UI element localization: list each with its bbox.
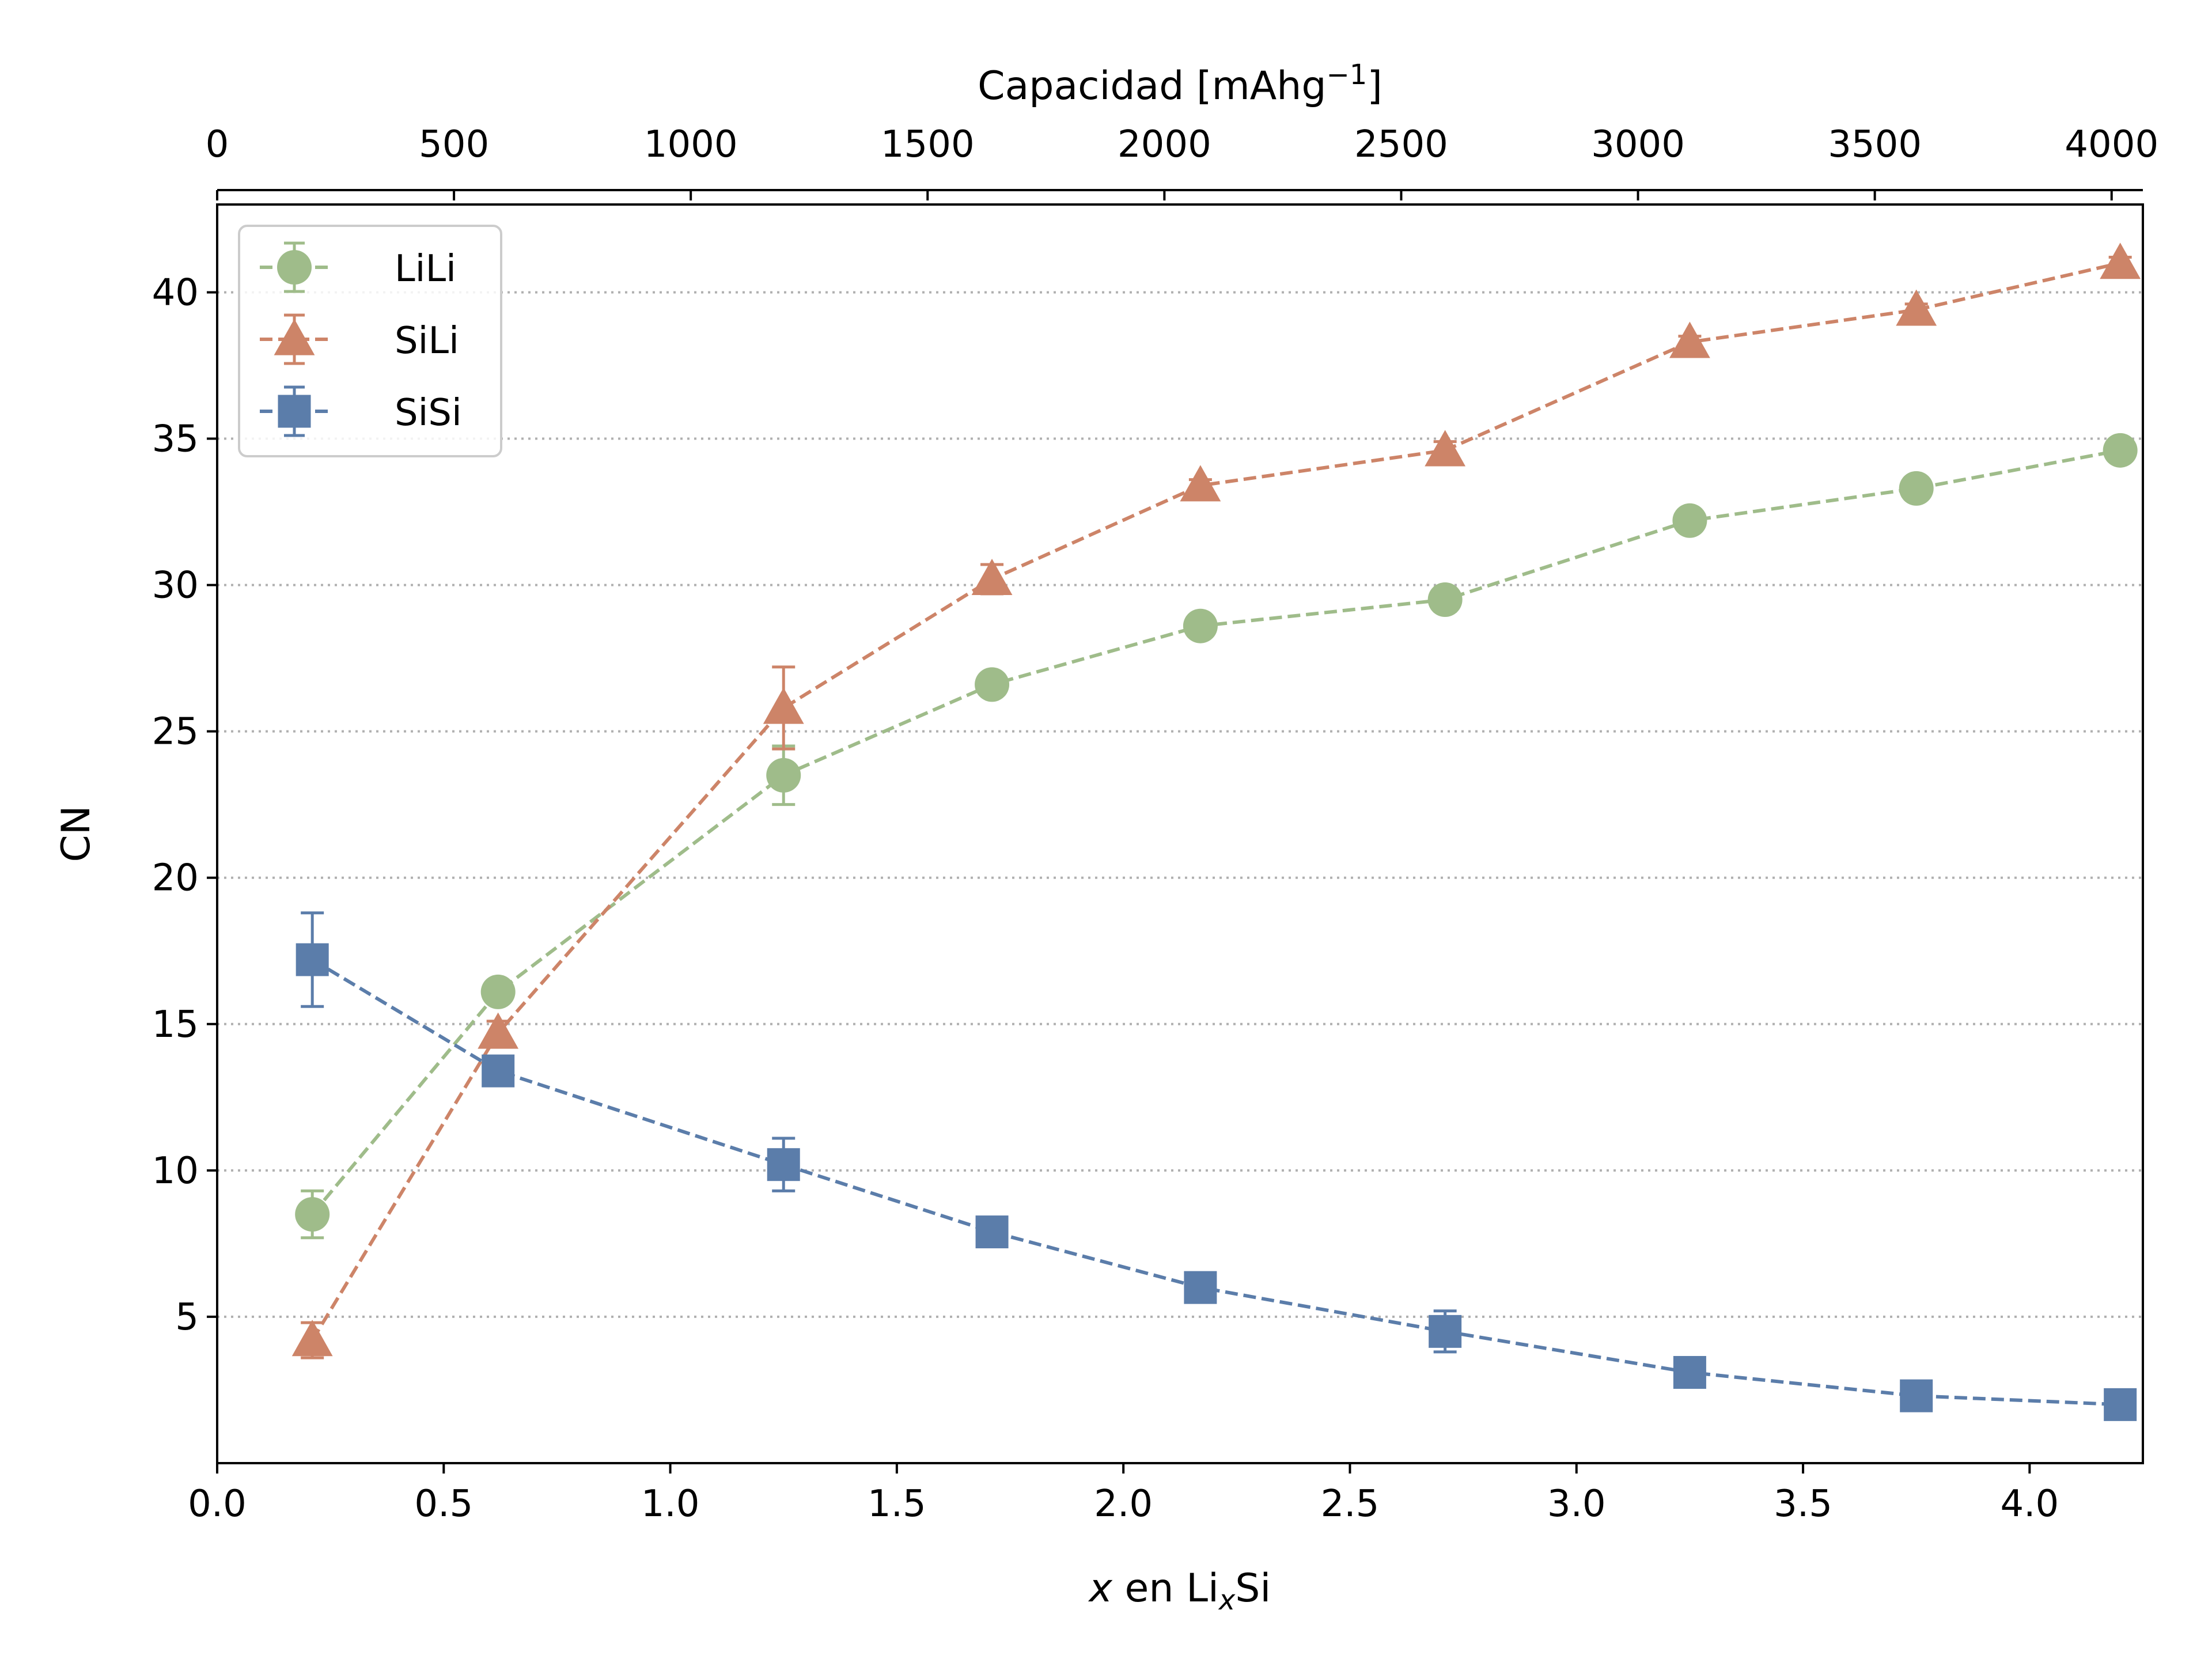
- data-point: [482, 1054, 515, 1088]
- x-axis-label-subscript: x: [1218, 1584, 1236, 1616]
- legend: LiLi SiLi SiSi: [238, 225, 502, 457]
- data-point: [1180, 465, 1221, 502]
- y-tick-label: 15: [152, 1003, 199, 1046]
- data-point: [1899, 471, 1934, 506]
- x-tick-label: 0.5: [414, 1483, 473, 1525]
- legend-label: LiLi: [395, 248, 456, 290]
- data-point: [2103, 433, 2138, 468]
- top-tick-label: 3500: [1828, 123, 1922, 166]
- data-point: [2104, 1388, 2137, 1421]
- legend-label: SiLi: [395, 320, 459, 362]
- top-tick-label: 3000: [1591, 123, 1685, 166]
- data-point: [480, 974, 516, 1009]
- data-point: [1673, 1355, 1706, 1389]
- data-point: [766, 757, 801, 793]
- top-x-axis-label-superscript: −1: [1327, 59, 1368, 91]
- y-tick-label: 40: [152, 271, 199, 314]
- data-point: [1900, 1379, 1933, 1412]
- legend-marker: [278, 395, 311, 428]
- plot-frame: [216, 203, 2144, 1464]
- grid: [217, 291, 2143, 1318]
- data-point: [1184, 1271, 1217, 1304]
- data-point: [2100, 243, 2141, 279]
- y-tick-label: 10: [152, 1150, 199, 1192]
- data-point: [763, 687, 804, 724]
- legend-entry-lili: LiLi: [260, 241, 456, 293]
- data-point: [295, 1197, 330, 1232]
- y-tick-label: 35: [152, 418, 199, 461]
- series-sisi: [296, 911, 2137, 1421]
- data-point: [478, 1012, 519, 1049]
- top-tick-label: 2500: [1354, 123, 1448, 166]
- y-tick-label: 20: [152, 857, 199, 900]
- legend-marker: [274, 319, 315, 355]
- x-axis-label: x en LixSi: [1088, 1566, 1271, 1616]
- x-axis-label-var: x: [1088, 1566, 1113, 1611]
- top-tick-label: 2000: [1118, 123, 1211, 166]
- x-tick-label: 4.0: [2000, 1483, 2059, 1525]
- data-point: [767, 1148, 800, 1181]
- x-axis-label-mid: en Li: [1112, 1566, 1219, 1611]
- y-tick-label: 5: [175, 1296, 199, 1339]
- top-tick-label: 500: [419, 123, 489, 166]
- data-point: [1183, 608, 1218, 643]
- x-tick-label: 0.0: [188, 1483, 247, 1525]
- x-tick-label: 1.5: [868, 1483, 926, 1525]
- x-axis-label-end: Si: [1235, 1566, 1271, 1611]
- top-x-axis-label-end: ]: [1367, 63, 1382, 109]
- series-group: [291, 243, 2141, 1421]
- legend-entry-sili: SiLi: [260, 313, 459, 365]
- y-tick-label: 25: [152, 711, 199, 753]
- x-tick-label: 1.0: [641, 1483, 700, 1525]
- top-tick-label: 1500: [881, 123, 975, 166]
- x-tick-label: 3.5: [1774, 1483, 1832, 1525]
- legend-label: SiSi: [395, 392, 462, 434]
- series-lili: [295, 433, 2138, 1240]
- data-point: [1429, 1315, 1462, 1348]
- series-sili: [291, 243, 2141, 1359]
- data-point: [1669, 321, 1710, 358]
- y-axis-label: CN: [54, 805, 99, 862]
- data-point: [1427, 582, 1463, 617]
- data-point: [296, 943, 329, 976]
- top-x-axis-label: Capacidad [mAhg−1]: [978, 59, 1382, 109]
- data-point: [1896, 289, 1937, 326]
- y-tick-label: 30: [152, 565, 199, 607]
- data-point: [971, 559, 1013, 596]
- axes: 5 10 15 20 25 30 35 40 0.0 0.5 1.0 1.5 2.0 2.5 3.0 3.5 4…: [152, 123, 2159, 1525]
- top-x-axis-label-base: Capacidad [mAhg: [978, 63, 1326, 109]
- legend-marker: [277, 250, 312, 285]
- data-point: [975, 667, 1010, 702]
- x-tick-label: 3.0: [1547, 1483, 1606, 1525]
- x-tick-label: 2.0: [1094, 1483, 1153, 1525]
- top-tick-label: 1000: [644, 123, 738, 166]
- x-tick-label: 2.5: [1321, 1483, 1380, 1525]
- top-tick-label: 0: [206, 123, 229, 166]
- legend-entry-sisi: SiSi: [260, 385, 462, 437]
- top-tick-label: 4000: [2065, 123, 2158, 166]
- data-point: [291, 1320, 333, 1357]
- data-point: [975, 1215, 1009, 1249]
- data-point: [1425, 430, 1466, 467]
- data-point: [1672, 503, 1707, 538]
